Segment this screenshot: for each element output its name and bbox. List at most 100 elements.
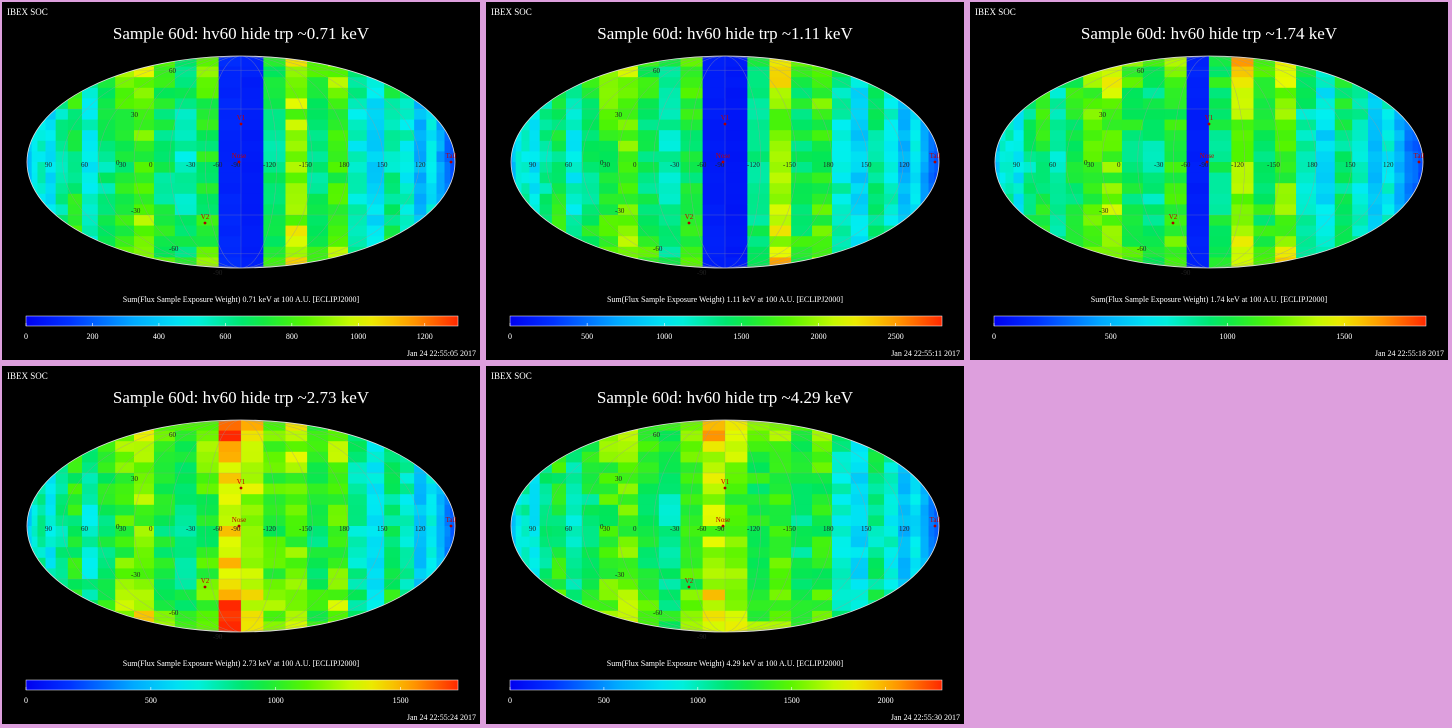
heatmap-cell (937, 621, 939, 632)
heatmap-cell (426, 77, 438, 89)
heatmap-cell (680, 441, 704, 453)
heatmap-cell (898, 172, 911, 184)
heatmap-cell (618, 236, 639, 248)
heatmap-cell (97, 462, 116, 474)
heatmap-cell (868, 579, 885, 591)
heatmap-cell (996, 87, 1001, 99)
heatmap-cell (1023, 225, 1037, 237)
heatmap-cell (45, 204, 57, 216)
heatmap-cell (1382, 246, 1395, 258)
heatmap-cell (1102, 204, 1123, 216)
heatmap-cell (97, 536, 116, 548)
heatmap-cell (1394, 215, 1406, 227)
heatmap-cell (67, 98, 83, 110)
heatmap-cell (1121, 257, 1144, 268)
marker-dot (237, 524, 241, 528)
heatmap-cell (328, 257, 349, 268)
heatmap-cell (348, 568, 368, 580)
heatmap-cell (618, 183, 639, 195)
heatmap-cell (384, 98, 401, 110)
heatmap-cell (539, 140, 553, 152)
heatmap-cell (241, 98, 264, 110)
heatmap-cell (1421, 193, 1423, 205)
heatmap-cell (581, 56, 600, 68)
heatmap-cell (27, 441, 29, 453)
heatmap-cell (31, 172, 39, 184)
heatmap-cell (285, 451, 308, 463)
heatmap-cell (218, 515, 242, 527)
heatmap-cell (1164, 77, 1188, 89)
heatmap-cell (910, 98, 922, 110)
heatmap-cell (174, 151, 198, 163)
heatmap-cell (1382, 172, 1395, 184)
heatmap-cell (31, 504, 39, 516)
heatmap-cell (1275, 193, 1297, 205)
heatmap-cell (1352, 204, 1369, 216)
heatmap-cell (791, 215, 813, 227)
heatmap-cell (45, 109, 57, 121)
heatmap-cell (599, 483, 619, 495)
heatmap-cell (31, 621, 39, 632)
heatmap-cell (920, 204, 930, 216)
heatmap-cell (426, 610, 438, 622)
heatmap-cell (218, 119, 242, 131)
heatmap-cell (218, 579, 242, 591)
heatmap-cell (307, 515, 329, 527)
lon-label: -60 (213, 525, 223, 533)
heatmap-cell (1404, 130, 1414, 142)
heatmap-cell (884, 225, 899, 237)
heatmap-cell (511, 473, 513, 485)
heatmap-cell (725, 151, 748, 163)
heatmap-cell (453, 536, 455, 548)
heatmap-cell (27, 66, 29, 78)
heatmap-cell (81, 515, 99, 527)
heatmap-cell (529, 183, 541, 195)
heatmap-cell (263, 162, 287, 174)
heatmap-cell (450, 547, 455, 559)
heatmap-cell (81, 610, 99, 622)
heatmap-cell (450, 98, 455, 110)
heatmap-cell (812, 130, 833, 142)
heatmap-cell (934, 462, 939, 474)
heatmap-cell (436, 215, 446, 227)
heatmap-cell (97, 557, 116, 569)
heatmap-cell (450, 109, 455, 121)
heatmap-cell (898, 87, 911, 99)
heatmap-cell (366, 441, 385, 453)
heatmap-cell (55, 610, 69, 622)
heatmap-cell (307, 579, 329, 591)
heatmap-cell (1404, 172, 1414, 184)
heatmap-cell (565, 600, 583, 612)
heatmap-cell (453, 557, 455, 569)
heatmap-cell (1142, 119, 1166, 131)
heatmap-cell (31, 515, 39, 527)
heatmap-cell (747, 87, 771, 99)
heatmap-cell (444, 579, 451, 591)
heatmap-cell (28, 151, 33, 163)
heatmap-cell (1404, 109, 1414, 121)
heatmap-cell (747, 183, 771, 195)
heatmap-cell (414, 420, 427, 432)
heatmap-cell (134, 547, 155, 559)
heatmap-cell (28, 119, 33, 131)
heatmap-cell (115, 204, 135, 216)
heatmap-cell (400, 66, 415, 78)
heatmap-cell (241, 430, 264, 442)
heatmap-cell (1102, 183, 1123, 195)
heatmap-cell (328, 579, 349, 591)
lon-label: 30 (1087, 161, 1095, 169)
heatmap-cell (1421, 183, 1423, 195)
heatmap-cell (1186, 119, 1210, 131)
heatmap-cell (920, 430, 930, 442)
heatmap-cell (328, 246, 349, 258)
heatmap-cell (1023, 109, 1037, 121)
heatmap-cell (37, 162, 47, 174)
heatmap-cell (521, 151, 531, 163)
heatmap-cell (658, 589, 682, 601)
heatmap-cell (1142, 225, 1166, 237)
heatmap-cell (67, 246, 83, 258)
heatmap-cell (515, 557, 523, 569)
header-label: IBEX SOC (491, 371, 532, 381)
heatmap-cell (529, 515, 541, 527)
heatmap-cell (307, 536, 329, 548)
